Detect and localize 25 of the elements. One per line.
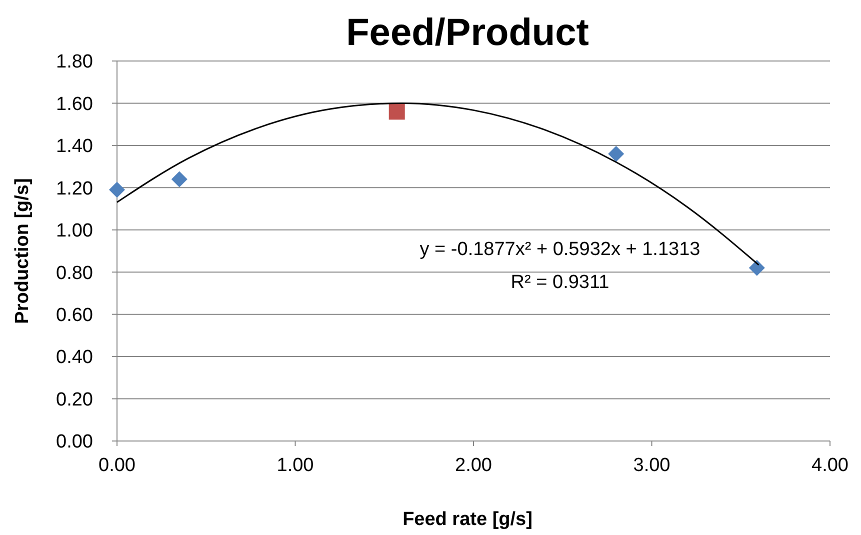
y-tick-label: 0.20 [56,389,93,410]
point [388,104,405,120]
x-tick-label: 4.00 [812,455,848,476]
y-tick-label: 1.60 [56,94,93,115]
y-tick-label: 0.80 [56,262,93,284]
y-tick-label: 0.60 [56,304,93,326]
chart-title: Feed/Product [346,12,590,54]
x-tick-label: 1.00 [276,455,314,476]
y-tick-label: 1.40 [56,136,93,158]
y-tick-label: 0.00 [56,432,93,453]
y-tick-label: 1.20 [56,178,93,200]
annotation: y = -0.1877x² + 0.5932x + 1.1313 [420,239,700,260]
point [171,171,188,188]
y-axis-title: Production [g/s] [12,178,33,324]
point [608,146,624,162]
point [109,182,125,198]
x-tick-label: 0.00 [98,455,136,476]
point [748,260,765,276]
y-tick-label: 1.80 [56,52,93,73]
y-tick-label: 0.40 [56,347,93,368]
x-tick-label: 2.00 [455,455,492,476]
x-axis-title: Feed rate [g/s] [402,509,532,530]
annotation: R² = 0.9311 [510,272,610,293]
y-tick-label: 1.00 [56,220,93,242]
x-tick-label: 3.00 [633,455,670,476]
